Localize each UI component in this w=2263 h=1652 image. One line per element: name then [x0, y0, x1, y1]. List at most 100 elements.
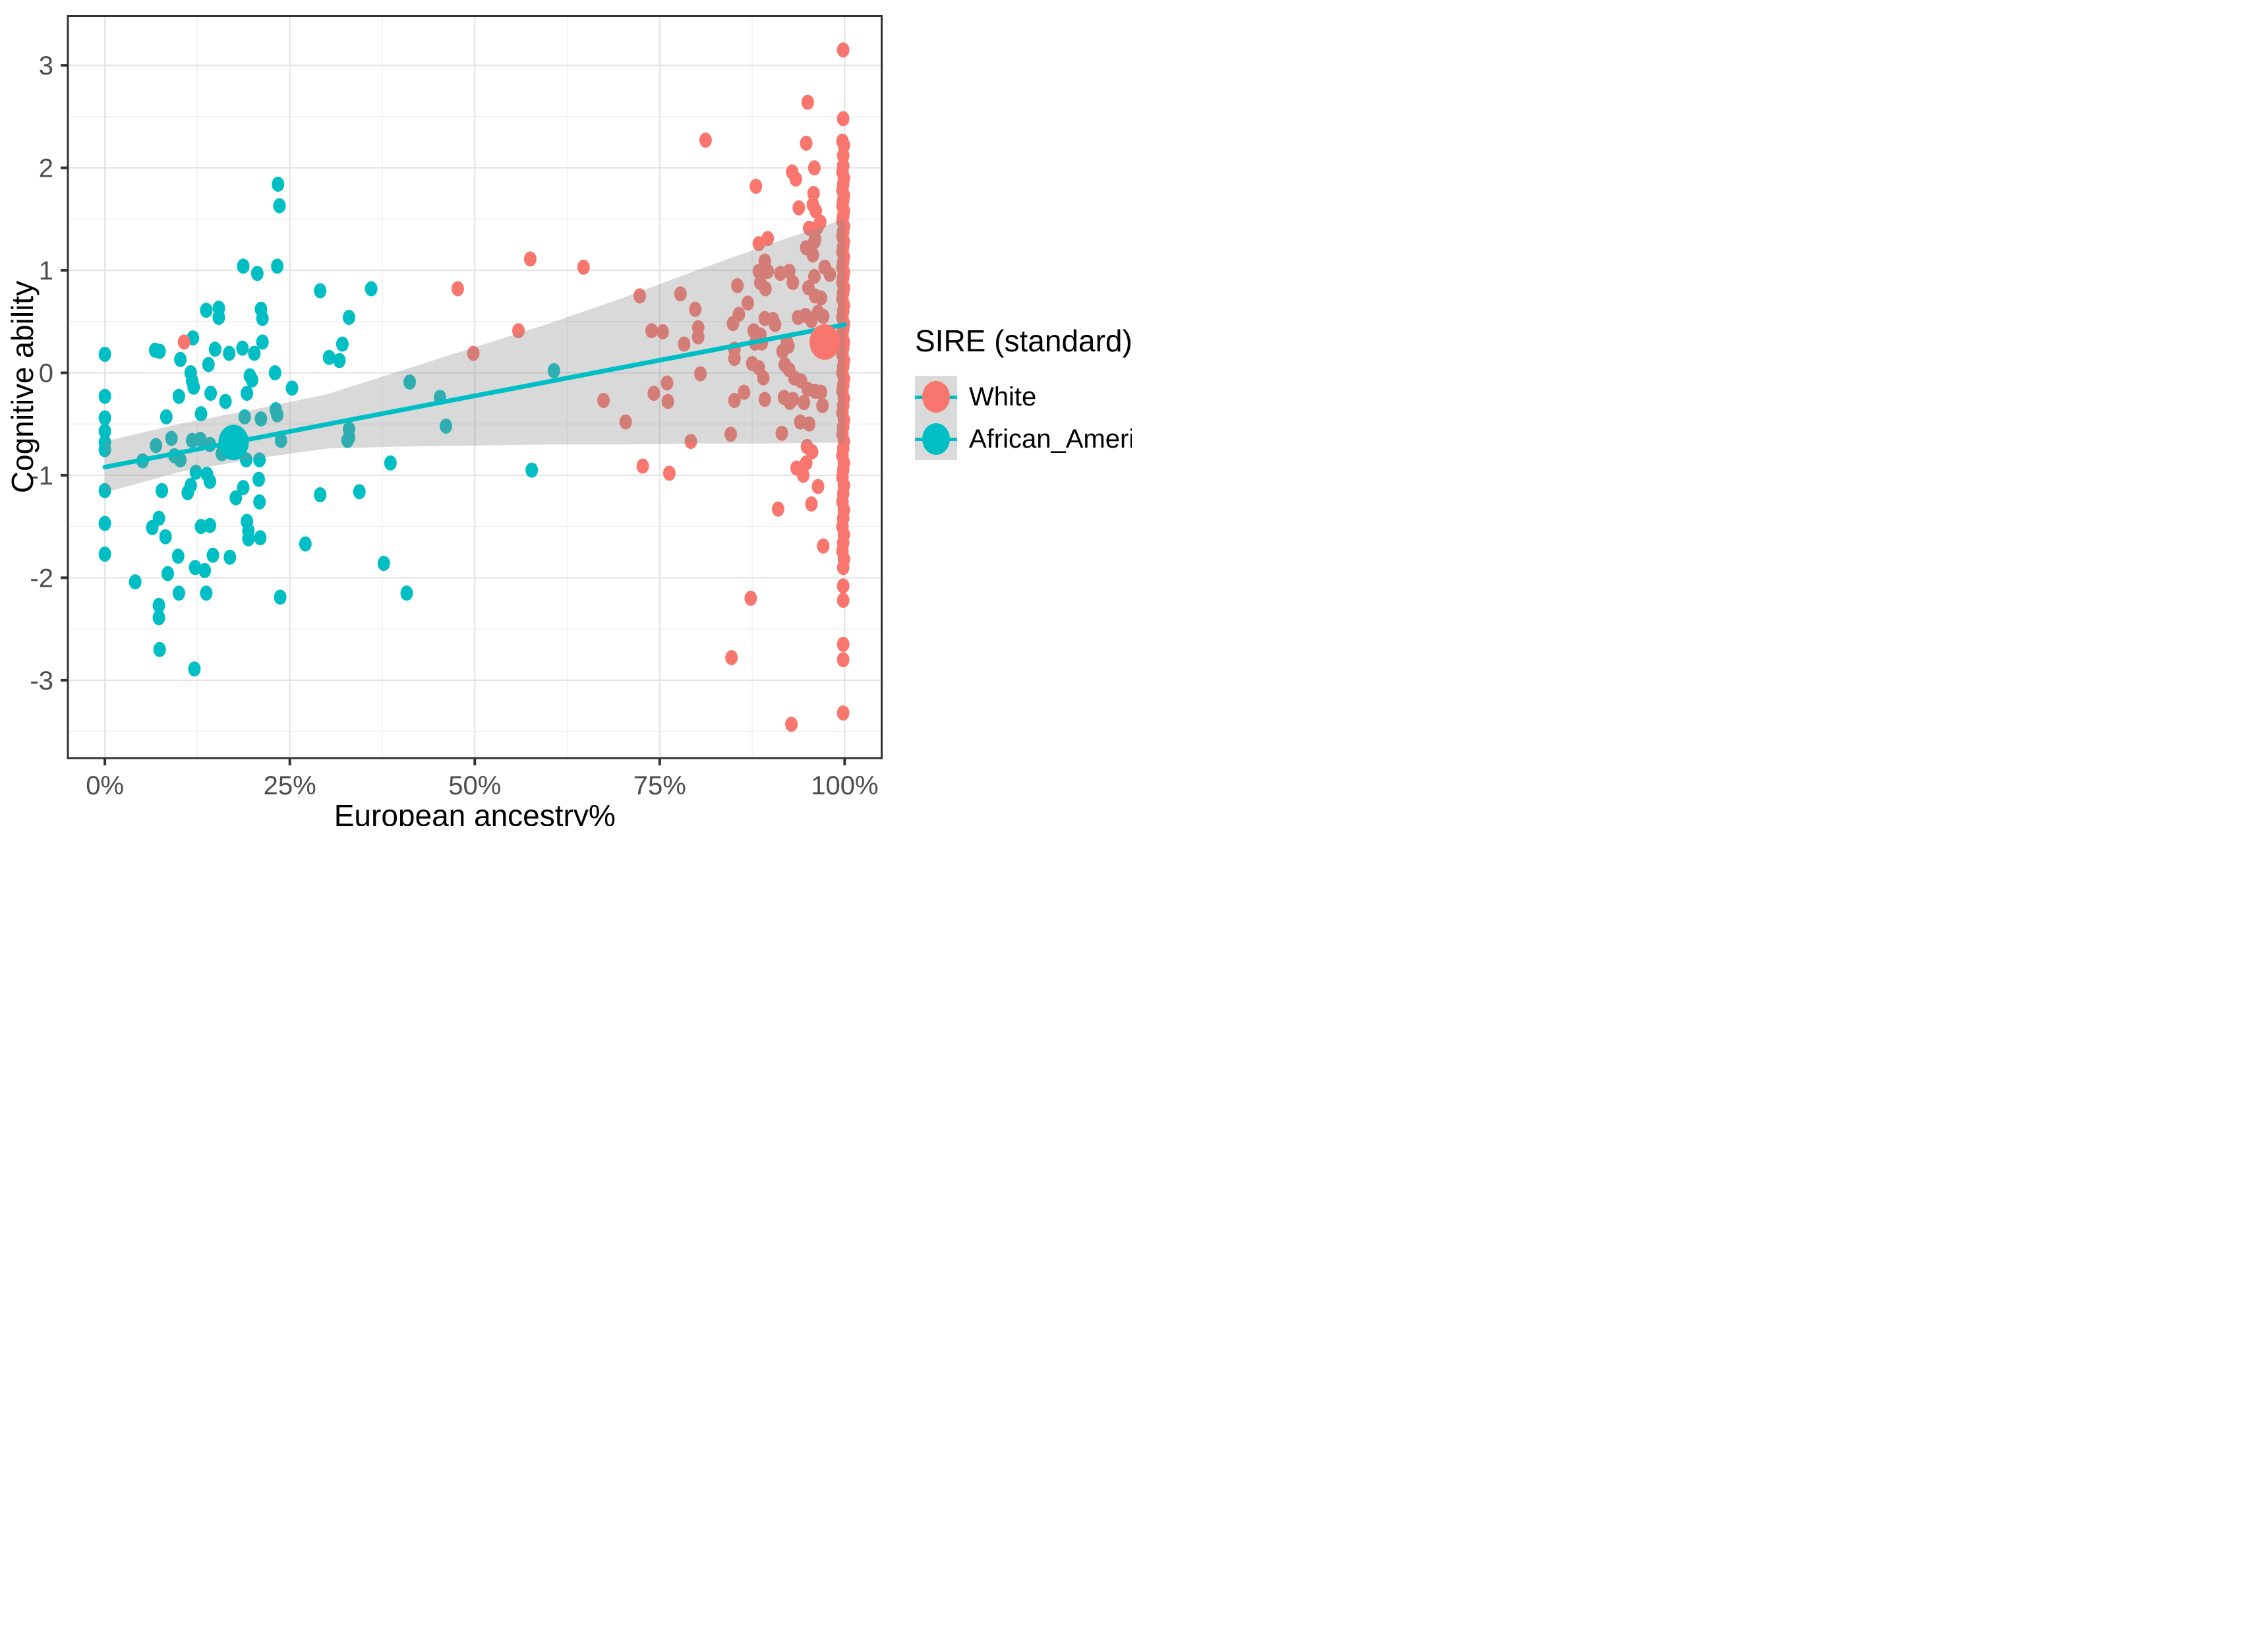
group-mean-white [809, 324, 840, 360]
data-point-african_american [153, 641, 166, 657]
data-point-african_american [223, 549, 237, 565]
legend-key-white [915, 376, 957, 418]
data-point-white [656, 324, 669, 339]
data-point-white [837, 111, 850, 127]
data-point-african_american [200, 303, 213, 318]
data-point-white [805, 496, 818, 512]
data-point-african_american [272, 176, 285, 192]
data-point-african_american [336, 336, 349, 352]
data-point-white [689, 301, 702, 317]
data-point-african_american [237, 480, 250, 496]
data-point-white [800, 135, 813, 151]
data-point-african_american [248, 345, 261, 361]
data-point-white [837, 560, 850, 575]
data-point-african_american [160, 409, 173, 425]
data-point-white [724, 427, 738, 442]
data-point-african_american [189, 560, 202, 575]
data-point-african_american [285, 380, 299, 396]
data-point-african_american [129, 574, 142, 590]
data-point-white [814, 290, 827, 306]
data-point-african_american [150, 438, 163, 454]
data-point-white [633, 288, 647, 304]
data-point-white [809, 203, 823, 219]
data-point-white [771, 501, 784, 517]
data-point-white [837, 705, 850, 721]
data-point-african_american [254, 411, 268, 427]
data-point-african_american [194, 406, 208, 422]
data-point-african_american [159, 529, 172, 545]
y-tick-label: -1 [30, 461, 53, 490]
data-point-african_american [353, 484, 366, 500]
data-point-white [684, 434, 697, 450]
data-point-white [741, 295, 754, 311]
data-point-african_american [237, 258, 250, 274]
data-point-african_american [365, 281, 378, 297]
data-point-white [817, 309, 830, 324]
data-point-african_american [254, 530, 267, 546]
white-point-icon [922, 381, 950, 413]
data-point-white [808, 160, 821, 176]
data-point-african_american [256, 334, 269, 350]
data-point-african_american [171, 548, 185, 564]
data-point-white [786, 275, 800, 291]
data-point-african_american [274, 432, 287, 448]
data-point-white [177, 334, 191, 350]
data-point-white [512, 323, 525, 339]
data-point-african_american [525, 462, 539, 478]
data-point-white [806, 444, 819, 459]
legend-label-african-american: African_American [969, 424, 1132, 454]
data-point-african_american [238, 409, 251, 425]
data-point-white [661, 375, 674, 391]
data-point-african_american [189, 464, 202, 480]
data-point-white [786, 392, 800, 407]
data-point-white [661, 394, 674, 409]
data-point-african_american [253, 452, 266, 468]
data-point-white [800, 455, 813, 471]
data-point-african_american [188, 661, 201, 677]
x-tick-label: 100% [811, 771, 878, 800]
y-tick-label: 0 [39, 359, 53, 388]
x-axis-title-text: European ancestry% [334, 798, 616, 826]
data-point-white [691, 329, 705, 345]
data-point-white [761, 231, 775, 247]
data-point-african_american [245, 372, 258, 388]
data-point-african_american [403, 374, 416, 390]
chart-figure: 3 2 1 0 -1 -2 -3 0% 25% 50% 75% 100% Cognitive abil… [0, 0, 1132, 826]
data-point-african_american [162, 566, 175, 581]
y-tick-label: 3 [39, 51, 53, 80]
data-point-african_american [256, 310, 269, 326]
data-point-african_american [236, 340, 249, 356]
data-point-african_american [229, 490, 243, 506]
data-point-white [759, 281, 772, 297]
data-point-african_american [153, 343, 166, 359]
data-point-white [744, 590, 757, 606]
data-point-african_american [194, 432, 207, 448]
data-point-white [797, 467, 810, 483]
data-point-white [837, 578, 850, 594]
data-point-african_american [439, 418, 452, 434]
data-point-white [798, 395, 811, 411]
data-point-white [808, 268, 821, 284]
data-point-white [699, 133, 712, 148]
data-point-african_american [202, 357, 215, 372]
y-tick-label: -3 [30, 666, 53, 695]
data-point-african_american [384, 455, 397, 471]
data-point-white [785, 717, 798, 732]
data-point-african_american [206, 547, 220, 563]
data-point-white [725, 650, 738, 666]
data-point-white [577, 259, 590, 275]
data-point-white [806, 247, 819, 263]
data-point-african_american [203, 517, 216, 533]
data-point-white [619, 414, 632, 430]
data-point-white [731, 278, 744, 293]
data-point-african_american [322, 349, 336, 365]
data-point-white [678, 336, 691, 352]
data-point-white [811, 479, 825, 494]
legend: SIRE (standard) White African_American [915, 323, 1132, 460]
data-point-white [837, 593, 850, 608]
legend-item-african-american: African_American [915, 418, 1132, 460]
data-point-african_american [271, 258, 284, 274]
data-point-african_american [152, 597, 165, 613]
data-point-african_american [208, 341, 221, 357]
data-point-white [757, 370, 770, 386]
